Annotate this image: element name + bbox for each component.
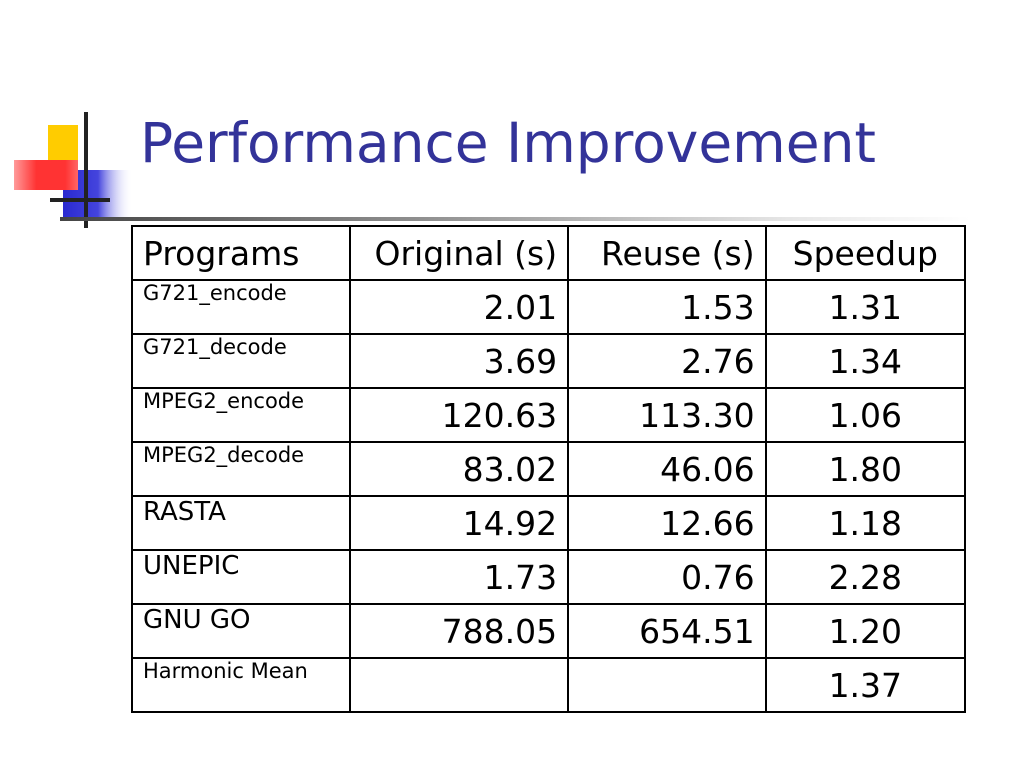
speedup-cell: 1.34 [764, 333, 967, 389]
yellow-square [48, 125, 78, 165]
program-cell: MPEG2_encode [130, 387, 352, 443]
table-row: RASTA 14.92 12.66 1.18 [130, 495, 967, 551]
reuse-cell: 0.76 [567, 549, 767, 605]
table-row: MPEG2_encode 120.63 113.30 1.06 [130, 387, 967, 443]
speedup-cell: 1.18 [764, 495, 967, 551]
title-underline [60, 217, 970, 221]
reuse-cell: 654.51 [567, 603, 767, 659]
reuse-cell: 46.06 [567, 441, 767, 497]
speedup-cell: 1.31 [764, 279, 967, 335]
reuse-cell: 2.76 [567, 333, 767, 389]
program-cell: G721_encode [130, 279, 352, 335]
reuse-cell: 1.53 [567, 279, 767, 335]
table-row: Harmonic Mean 1.37 [130, 657, 967, 713]
table-row: G721_encode 2.01 1.53 1.31 [130, 279, 967, 335]
original-cell: 83.02 [349, 441, 570, 497]
reuse-cell: 113.30 [567, 387, 767, 443]
table-header-row: Programs Original (s) Reuse (s) Speedup [130, 225, 967, 281]
table-row: GNU GO 788.05 654.51 1.20 [130, 603, 967, 659]
speedup-cell: 1.06 [764, 387, 967, 443]
performance-table: Programs Original (s) Reuse (s) Speedup … [130, 225, 967, 713]
page-title: Performance Improvement [140, 111, 877, 175]
table-row: MPEG2_decode 83.02 46.06 1.80 [130, 441, 967, 497]
speedup-cell: 1.37 [764, 657, 967, 713]
program-cell: MPEG2_decode [130, 441, 352, 497]
program-cell: Harmonic Mean [130, 657, 352, 713]
program-cell: UNEPIC [130, 549, 352, 605]
header-programs: Programs [130, 225, 352, 281]
original-cell: 788.05 [349, 603, 570, 659]
original-cell: 2.01 [349, 279, 570, 335]
reuse-cell [567, 657, 767, 713]
original-cell: 3.69 [349, 333, 570, 389]
header-speedup: Speedup [764, 225, 967, 281]
speedup-cell: 1.20 [764, 603, 967, 659]
speedup-cell: 1.80 [764, 441, 967, 497]
program-cell: GNU GO [130, 603, 352, 659]
original-cell: 14.92 [349, 495, 570, 551]
header-reuse: Reuse (s) [567, 225, 767, 281]
table-row: G721_decode 3.69 2.76 1.34 [130, 333, 967, 389]
header-original: Original (s) [349, 225, 570, 281]
original-cell: 1.73 [349, 549, 570, 605]
reuse-cell: 12.66 [567, 495, 767, 551]
original-cell: 120.63 [349, 387, 570, 443]
original-cell [349, 657, 570, 713]
program-cell: G721_decode [130, 333, 352, 389]
table-row: UNEPIC 1.73 0.76 2.28 [130, 549, 967, 605]
program-cell: RASTA [130, 495, 352, 551]
corner-decoration [14, 112, 133, 228]
speedup-cell: 2.28 [764, 549, 967, 605]
red-bar [14, 160, 78, 190]
